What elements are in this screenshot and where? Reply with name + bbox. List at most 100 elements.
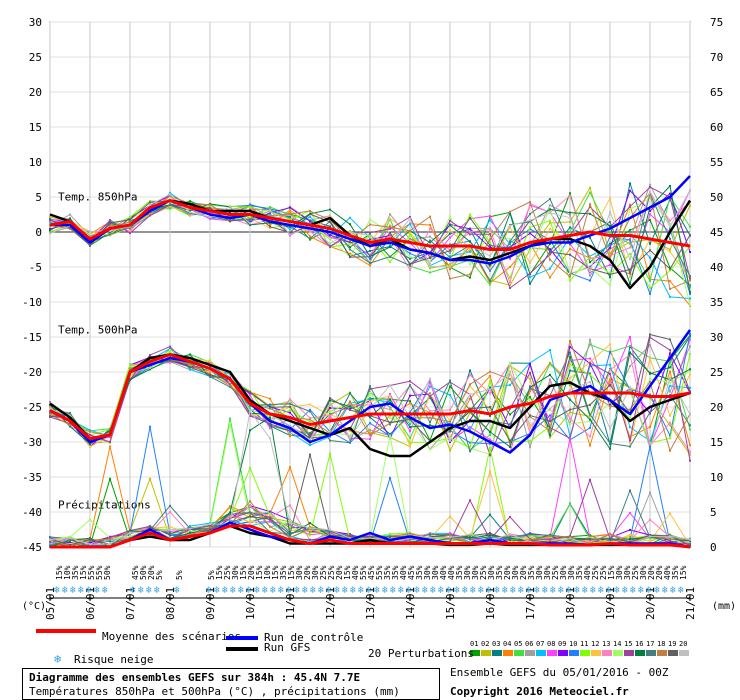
t850-member-line-point (469, 263, 471, 266)
t500-member-line-point (449, 420, 451, 423)
x-tick-label: 15/01 (444, 587, 457, 620)
t500-member-line-point (429, 391, 431, 394)
snow-risk-pct: 35% (671, 565, 680, 580)
y-right-tick-label: 0 (710, 541, 717, 554)
precip-member-line-point (249, 504, 251, 507)
t500-member-line-point (629, 442, 631, 445)
t850-member-line-point (269, 211, 271, 214)
t850-member-line-point (289, 234, 291, 237)
t850-member-line-point (249, 204, 251, 207)
t500-member-line-point (569, 398, 571, 401)
t850-member-line-point (549, 267, 551, 270)
t850-member-line-point (389, 213, 391, 216)
t500-member-line-point (569, 411, 571, 414)
t850-member-line-point (509, 257, 511, 260)
precip-member-line-point (289, 536, 291, 539)
precip-member-line-point (289, 523, 291, 526)
t850-member-line-point (149, 214, 151, 217)
t850-member-line-point (549, 248, 551, 251)
t850-member-line-point (389, 255, 391, 258)
y-left-tick-label: -25 (22, 401, 42, 414)
precip-member-line-point (189, 531, 191, 534)
precip-member-line-point (49, 538, 51, 541)
t500-member-line-point (369, 415, 371, 418)
precip-member-line-point (429, 540, 431, 543)
snowflake-icon: ❄ (246, 585, 253, 596)
y-right-tick-label: 65 (710, 86, 723, 99)
t500-mean-line (49, 353, 691, 440)
t850-member-line-point (389, 243, 391, 246)
t850-member-line-point (489, 241, 491, 244)
t500-member-line-point (589, 444, 591, 447)
t850-member-line-point (49, 221, 51, 224)
t850-member-line-point (669, 184, 671, 187)
t850-member-line-point (389, 235, 391, 238)
legend-member-number: 17 (646, 640, 654, 648)
t850-member-line-point (69, 213, 71, 216)
t500-member-line-point (629, 386, 631, 389)
precip-member-line-point (209, 526, 211, 529)
t500-member-line-point (409, 380, 411, 383)
t500-member-line-point (189, 363, 191, 366)
t500-member-line-point (329, 406, 331, 409)
snow-risk-pct: 30% (639, 565, 648, 580)
t500-member-line-point (149, 354, 151, 357)
snowflake-icon: ❄ (598, 585, 605, 596)
t500-member-line-point (509, 370, 511, 373)
t500-member-line-point (669, 352, 671, 355)
t500-member-line-point (349, 403, 351, 406)
t850-member-line-point (609, 231, 611, 234)
t850-member-line-point (589, 271, 591, 274)
snow-risk-pct: 30% (487, 565, 496, 580)
t850-member-line-point (489, 265, 491, 268)
t850-member-line-point (289, 228, 291, 231)
t850-member-line-point (669, 250, 671, 253)
precip-member-line-point (389, 540, 391, 543)
precip-member-line-point (229, 422, 231, 425)
t500-member-line-point (89, 443, 91, 446)
t500-member-line-point (349, 408, 351, 411)
precip-member-line-point (289, 529, 291, 532)
snowflake-icon: ❄ (486, 585, 493, 596)
precip-member-line-point (489, 470, 491, 473)
precip-member-line-point (289, 466, 291, 469)
t850-member-line-point (69, 226, 71, 229)
snow-risk-pct: 45% (367, 565, 376, 580)
t850-member-line-point (449, 219, 451, 222)
precip-member-line-point (569, 437, 571, 440)
t500-control-line (49, 329, 692, 454)
precip-member-line-point (169, 504, 171, 507)
t850-member-line-point (429, 235, 431, 238)
t500-member-line-point (669, 376, 671, 379)
snow-risk-pct: 30% (471, 565, 480, 580)
t850-member-line-point (489, 281, 491, 284)
t850-member-line-point (509, 243, 511, 246)
x-tick-label: 10/01 (244, 587, 257, 620)
y-left-tick-label: -10 (22, 296, 42, 309)
t500-member-line-point (509, 445, 511, 448)
snow-risk-pct: 5% (207, 570, 216, 580)
legend-member-swatch (591, 650, 601, 656)
t850-member-line-point (109, 229, 111, 232)
t500-member-line-point (569, 384, 571, 387)
t850-member-line-point (329, 235, 331, 238)
snow-risk-pct: 15% (287, 565, 296, 580)
t850-member-line-point (529, 219, 531, 222)
t850-member-line-point (289, 217, 291, 220)
t850-member-line-point (369, 264, 371, 267)
t500-member-line-point (529, 363, 531, 366)
t500-member-line-point (569, 359, 571, 362)
panel-label: Temp. 500hPa (58, 324, 137, 337)
t850-member-line-point (329, 220, 331, 223)
precip-member-line-point (249, 500, 251, 503)
t850-member-line-point (649, 213, 651, 216)
precip-member-line-point (369, 534, 371, 537)
precip-member-line-point (69, 543, 71, 546)
t850-member-line-point (529, 220, 531, 223)
t850-member-line-point (369, 255, 371, 258)
t500-member-line-point (569, 355, 571, 358)
snow-risk-pct: 55% (95, 565, 104, 580)
t850-member-line-point (169, 205, 171, 208)
precip-member-line-point (209, 528, 211, 531)
